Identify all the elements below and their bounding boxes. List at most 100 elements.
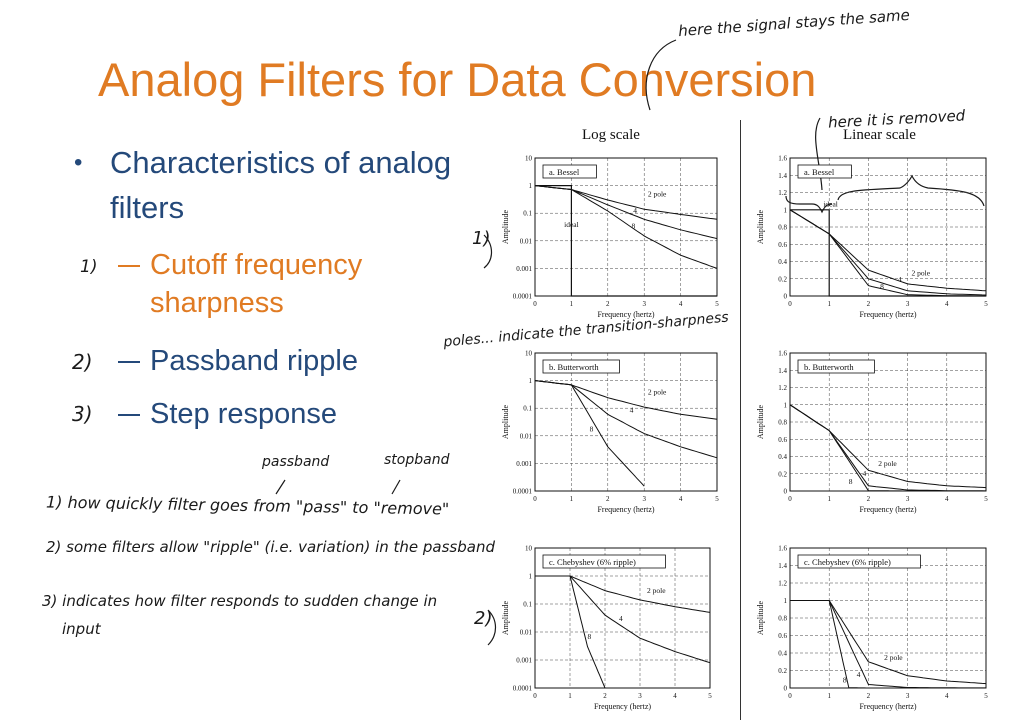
- y-tick-label: 0: [784, 488, 788, 496]
- chart-title-box: [542, 554, 666, 569]
- y-tick-label: 0.1: [523, 601, 532, 609]
- y-tick-label: 0.4: [778, 258, 787, 266]
- bullet-dot: •: [74, 149, 83, 176]
- annotation-marker-3: 3): [72, 402, 93, 426]
- annotation-stopband: stopband: [384, 452, 450, 468]
- y-axis-label: Amplitude: [756, 209, 765, 244]
- y-tick-label: 1.4: [778, 172, 787, 180]
- x-tick-label: 5: [715, 495, 719, 503]
- chart-title-box: [542, 359, 620, 374]
- x-tick-label: 2: [867, 692, 871, 700]
- x-tick-label: 1: [827, 495, 831, 503]
- y-tick-label: 0.01: [520, 629, 533, 637]
- series-label: 4: [898, 275, 902, 284]
- y-tick-label: 0.001: [516, 460, 532, 468]
- y-tick-label: 0.6: [778, 632, 787, 640]
- series-label: 8: [843, 675, 847, 684]
- y-tick-label: 0.2: [778, 470, 787, 478]
- x-tick-label: 4: [945, 692, 949, 700]
- sub-item-step: Step response: [118, 393, 337, 436]
- chart-title: a. Bessel: [804, 167, 835, 177]
- y-tick-label: 1.4: [778, 367, 787, 375]
- chart-title-box: [797, 554, 921, 569]
- series-line: [790, 600, 987, 685]
- y-tick-label: 1: [529, 182, 533, 190]
- series-line: [789, 209, 986, 297]
- y-tick-label: 1.6: [778, 545, 787, 553]
- series-line: [534, 380, 718, 459]
- y-tick-label: 1: [784, 206, 788, 214]
- chart-title: c. Chebyshev (6% ripple): [804, 557, 891, 567]
- annotation-passband: passband: [262, 454, 330, 470]
- series-line: [789, 404, 987, 492]
- series-label: 4: [619, 614, 623, 623]
- series-label: 2 pole: [884, 653, 903, 662]
- x-tick-label: 4: [945, 495, 949, 503]
- series-label: 8: [880, 282, 884, 291]
- series-label: 4: [863, 469, 867, 478]
- y-axis-label: Amplitude: [501, 600, 510, 635]
- series-line: [535, 575, 711, 613]
- series-line: [790, 600, 986, 689]
- y-tick-label: 1: [784, 401, 788, 409]
- x-tick-label: 3: [906, 300, 910, 308]
- x-tick-label: 5: [984, 300, 988, 308]
- x-axis-label: Frequency (hertz): [859, 310, 916, 319]
- x-tick-label: 4: [679, 300, 683, 308]
- y-tick-label: 0.4: [778, 650, 787, 658]
- series-label: 2 pole: [878, 459, 897, 468]
- y-tick-label: 0.6: [778, 436, 787, 444]
- y-axis-label: Amplitude: [756, 404, 765, 439]
- x-tick-label: 5: [984, 495, 988, 503]
- x-tick-label: 2: [867, 495, 871, 503]
- x-tick-label: 3: [906, 692, 910, 700]
- series-label: ideal: [823, 199, 838, 208]
- x-tick-label: 1: [827, 692, 831, 700]
- x-tick-label: 5: [984, 692, 988, 700]
- y-tick-label: 0.0001: [513, 488, 533, 496]
- y-tick-label: 0.8: [778, 224, 787, 232]
- y-axis-label: Amplitude: [501, 404, 510, 439]
- x-axis-label: Frequency (hertz): [594, 702, 651, 711]
- series-label: 8: [631, 221, 635, 230]
- x-tick-label: 2: [867, 300, 871, 308]
- y-tick-label: 0.2: [778, 667, 787, 675]
- y-tick-label: 1: [784, 597, 788, 605]
- series-label: 8: [849, 477, 853, 486]
- y-tick-label: 0.0001: [513, 685, 533, 693]
- y-tick-label: 0.1: [523, 210, 532, 218]
- series-line: [535, 575, 606, 689]
- series-line: [790, 600, 869, 689]
- x-tick-label: 0: [788, 692, 792, 700]
- x-tick-label: 3: [642, 495, 646, 503]
- chart-title-box: [797, 359, 875, 374]
- y-tick-label: 1.2: [778, 189, 787, 197]
- series-line: [534, 185, 718, 269]
- x-tick-label: 4: [673, 692, 677, 700]
- x-tick-label: 0: [533, 692, 537, 700]
- y-tick-label: 10: [525, 155, 533, 163]
- y-tick-label: 0: [784, 685, 788, 693]
- series-line: [789, 404, 908, 492]
- annotation-note-2: 2) some filters allow "ripple" (i.e. var…: [46, 538, 495, 556]
- y-tick-label: 0.01: [520, 237, 533, 245]
- x-axis-label: Frequency (hertz): [859, 505, 916, 514]
- y-tick-label: 1.4: [778, 562, 787, 570]
- y-axis-label: Amplitude: [756, 600, 765, 635]
- x-tick-label: 0: [788, 495, 792, 503]
- y-tick-label: 1.2: [778, 580, 787, 588]
- y-tick-label: 10: [525, 350, 533, 358]
- chart-title: b. Butterworth: [804, 362, 854, 372]
- series-label: 4: [857, 670, 861, 679]
- x-axis-label: Frequency (hertz): [597, 505, 654, 514]
- y-tick-label: 0.01: [520, 432, 533, 440]
- y-tick-label: 0.4: [778, 453, 787, 461]
- series-line: [534, 380, 645, 487]
- x-tick-label: 5: [715, 300, 719, 308]
- sub-item-cutoff-cont: sharpness: [150, 287, 284, 319]
- sub-item-cutoff: Cutoff frequency: [118, 244, 362, 287]
- chart-title-box: [797, 164, 852, 179]
- series-label: 2 pole: [647, 586, 666, 595]
- annotation-note-3b: input: [62, 620, 101, 638]
- x-tick-label: 4: [945, 300, 949, 308]
